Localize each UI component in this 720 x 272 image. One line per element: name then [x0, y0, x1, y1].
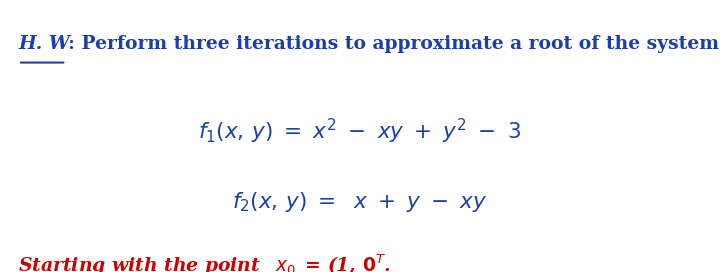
Text: $f_1(x,\, y) \ = \ x^2 \ - \ xy \ + \ y^2 \ - \ 3$: $f_1(x,\, y) \ = \ x^2 \ - \ xy \ + \ y^…	[199, 117, 521, 146]
Text: Starting with the point  $\,x_0\,$ = (1, $\mathbf{0}$$^T$.: Starting with the point $\,x_0\,$ = (1, …	[18, 253, 391, 272]
Text: : Perform three iterations to approximate a root of the system described by: : Perform three iterations to approximat…	[68, 35, 720, 53]
Text: H. W: H. W	[18, 35, 70, 53]
Text: $f_2(x,\, y) \ = \ \ x \ + \ y \ - \ xy$: $f_2(x,\, y) \ = \ \ x \ + \ y \ - \ xy$	[232, 190, 488, 214]
